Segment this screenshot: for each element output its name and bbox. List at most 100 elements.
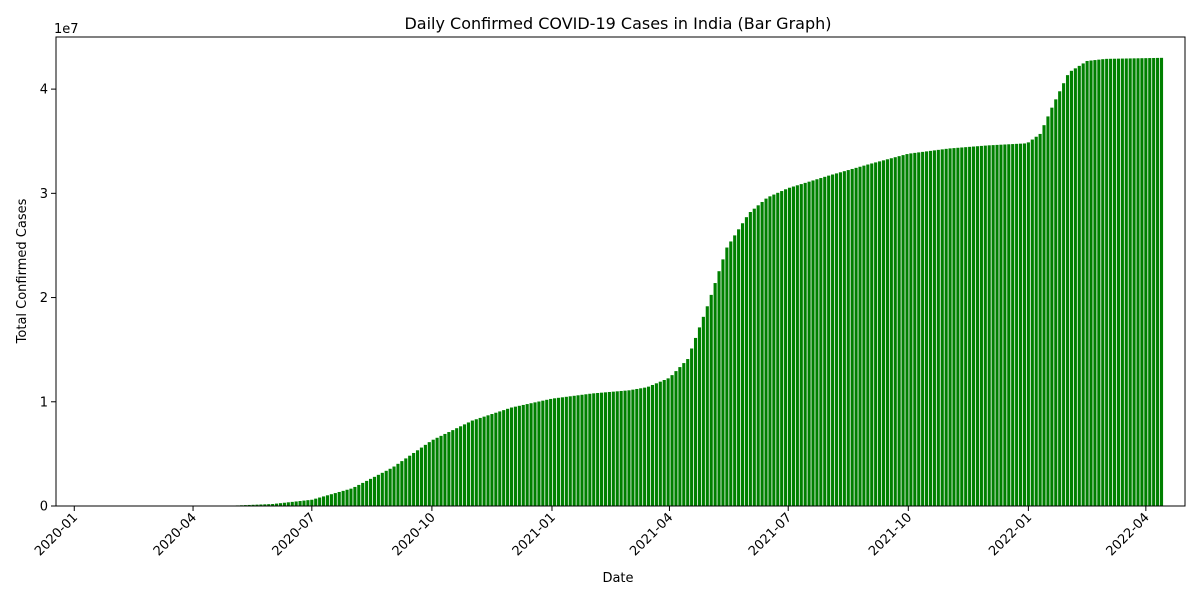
bar (1003, 144, 1007, 507)
bar (1046, 116, 1050, 507)
bar (415, 450, 420, 506)
bar (470, 420, 474, 506)
bar (251, 504, 255, 506)
bar (831, 174, 835, 506)
bar (541, 400, 545, 506)
bar (686, 359, 690, 506)
bar (278, 503, 283, 506)
bar (819, 178, 823, 507)
bar (776, 192, 780, 506)
bar (560, 397, 564, 506)
bar (396, 463, 400, 506)
bar (533, 402, 537, 506)
bar (748, 212, 752, 506)
bar (858, 166, 862, 507)
bar (842, 171, 846, 506)
bar (1085, 60, 1089, 506)
bar (1015, 143, 1019, 507)
bar (506, 408, 510, 506)
bar (885, 159, 889, 507)
bar (670, 375, 674, 506)
bar (952, 148, 956, 506)
bar (701, 316, 705, 506)
bar (838, 172, 842, 507)
bar (580, 394, 584, 506)
bar (365, 480, 369, 506)
bar (654, 383, 658, 506)
bar (404, 458, 408, 506)
bar (392, 466, 396, 506)
bar (905, 154, 909, 506)
bar (1101, 59, 1105, 507)
bar (639, 388, 643, 506)
bar (1109, 58, 1113, 506)
bar (486, 415, 490, 506)
bar (623, 390, 627, 506)
bar (1128, 58, 1132, 507)
bar (263, 504, 267, 506)
bar (815, 179, 819, 506)
bar (275, 503, 279, 506)
bar (474, 419, 478, 506)
bar (1038, 133, 1042, 506)
bar (705, 306, 709, 506)
bar (881, 160, 886, 506)
bar (412, 452, 416, 506)
bar (693, 337, 698, 506)
bar (944, 148, 948, 506)
y-tick-label: 2 (40, 291, 48, 306)
bar (874, 162, 878, 506)
bar (459, 426, 463, 506)
bar (733, 235, 737, 506)
bar (807, 181, 811, 507)
bar (619, 390, 623, 506)
bar (1152, 57, 1156, 507)
x-axis-title: Date (602, 571, 633, 586)
bar (854, 167, 858, 506)
bar (897, 156, 901, 506)
bar (709, 294, 713, 506)
bar (666, 378, 670, 506)
bar (631, 389, 635, 506)
bar (345, 489, 349, 506)
y-tick-label: 3 (40, 187, 48, 202)
bar (925, 151, 929, 506)
bars-layer (153, 57, 1164, 507)
bar (329, 494, 333, 506)
bar (1112, 58, 1117, 506)
bar (862, 165, 866, 506)
bar (780, 191, 784, 507)
bar (760, 201, 764, 506)
bar (357, 484, 361, 506)
bar (568, 396, 572, 506)
bar (596, 392, 600, 506)
bar (991, 145, 995, 507)
bar (956, 147, 960, 507)
bar (556, 397, 561, 506)
bar (690, 348, 694, 506)
bar (1011, 144, 1015, 506)
bar (768, 196, 772, 506)
bar (1116, 58, 1120, 506)
bar (1093, 60, 1097, 506)
bar (1124, 58, 1128, 506)
bar (372, 476, 377, 506)
bar (971, 146, 976, 507)
bar (1089, 60, 1093, 507)
bar (901, 155, 905, 506)
bar (611, 391, 615, 506)
bar (431, 439, 435, 506)
bar (893, 157, 897, 506)
chart-title: Daily Confirmed COVID-19 Cases in India … (404, 14, 831, 33)
bar (979, 145, 983, 506)
bar (490, 414, 494, 506)
bar (983, 145, 987, 506)
bar (1058, 91, 1062, 506)
bar (306, 500, 310, 506)
bar (870, 163, 874, 506)
bar (341, 490, 345, 506)
bar (787, 187, 792, 506)
bar (247, 504, 251, 506)
